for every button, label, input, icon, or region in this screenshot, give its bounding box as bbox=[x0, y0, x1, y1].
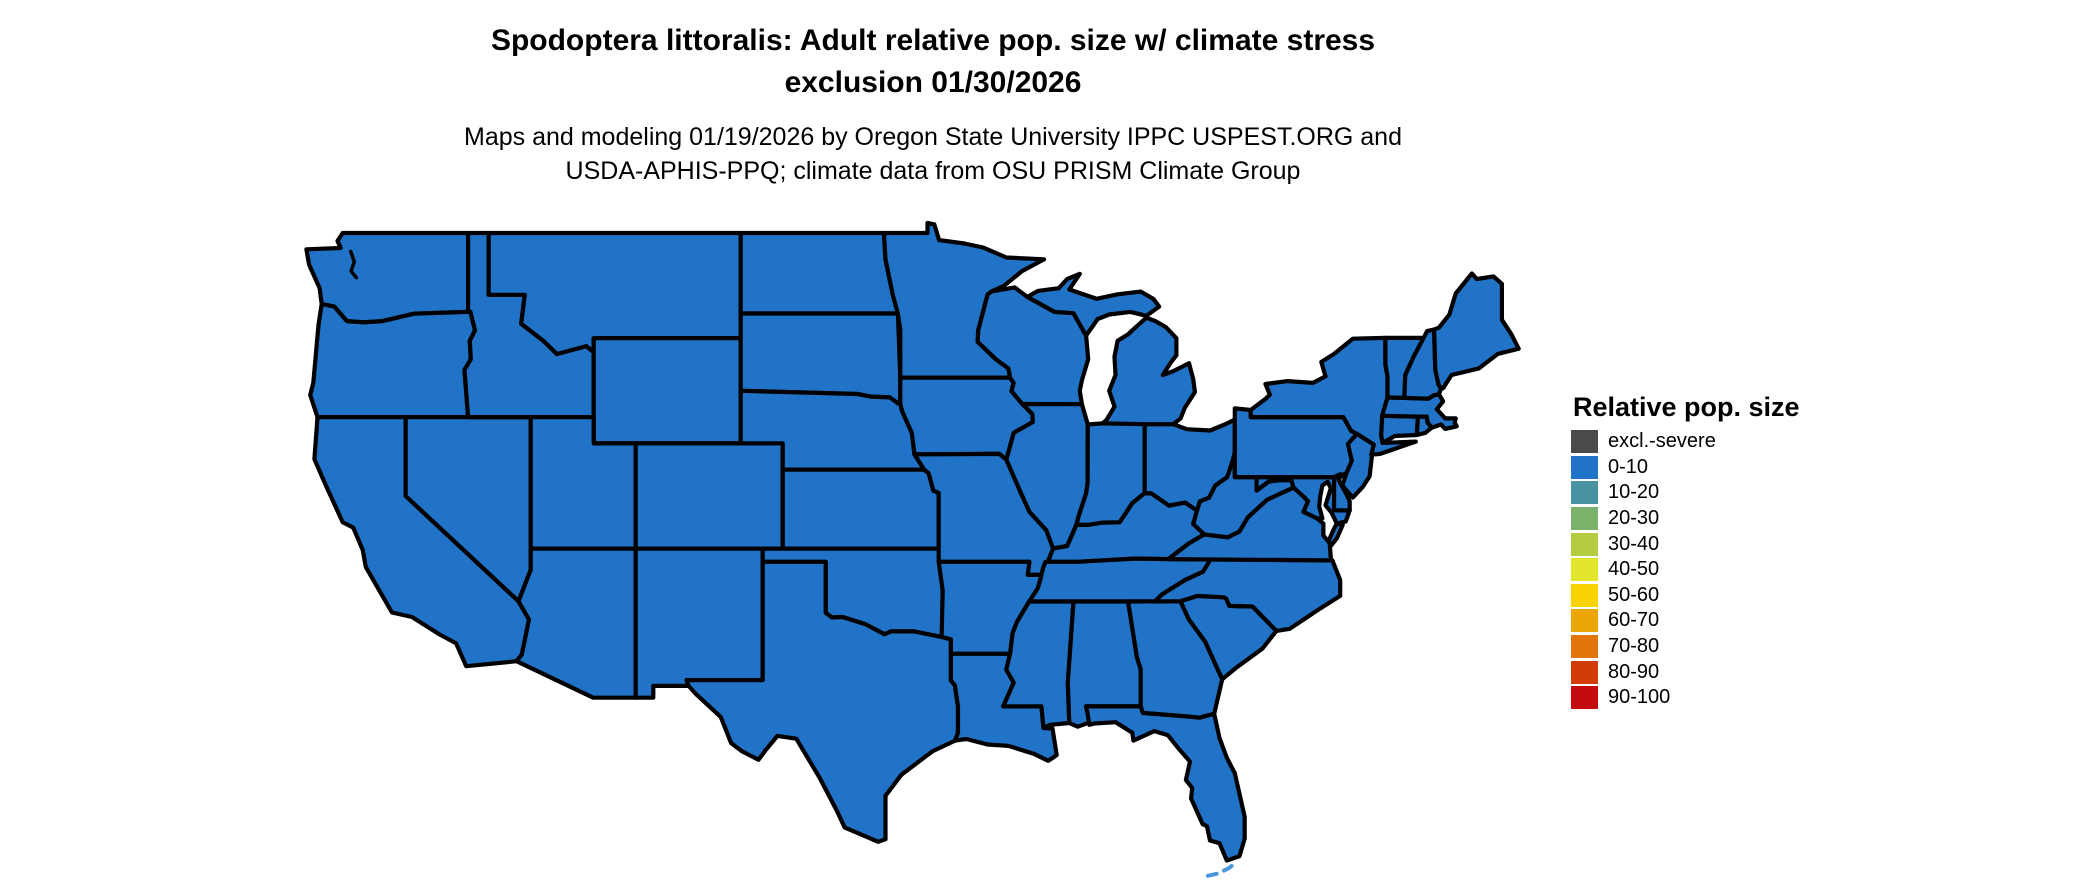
state-fl bbox=[1084, 704, 1247, 863]
page-subtitle-line2: USDA-APHIS-PPQ; climate data from OSU PR… bbox=[565, 157, 1301, 185]
legend-row: 90-100 bbox=[1571, 685, 1800, 711]
state-co bbox=[633, 441, 785, 551]
legend-label: 10-20 bbox=[1608, 481, 1660, 504]
state-me bbox=[1432, 271, 1521, 391]
page-subtitle-line1: Maps and modeling 01/19/2026 by Oregon S… bbox=[464, 123, 1402, 151]
state-md bbox=[1254, 475, 1352, 526]
legend-label: 90-100 bbox=[1608, 686, 1671, 709]
legend-swatch bbox=[1571, 558, 1598, 582]
legend-label: 40-50 bbox=[1608, 558, 1660, 581]
legend-label: 80-90 bbox=[1608, 660, 1660, 683]
legend-row: 0-10 bbox=[1571, 455, 1800, 481]
legend-label: 30-40 bbox=[1608, 532, 1660, 555]
legend-row: excl.-severe bbox=[1571, 429, 1800, 455]
legend-swatch bbox=[1571, 583, 1598, 607]
legend-row: 70-80 bbox=[1571, 634, 1800, 660]
us-map bbox=[304, 220, 1521, 878]
legend-swatch bbox=[1571, 430, 1598, 454]
legend-label: 70-80 bbox=[1608, 635, 1660, 658]
state-ks bbox=[780, 467, 941, 551]
state-or bbox=[308, 301, 478, 420]
state-ct bbox=[1379, 413, 1420, 445]
legend-label: excl.-severe bbox=[1608, 430, 1716, 453]
legend-row: 50-60 bbox=[1571, 583, 1800, 609]
legend-row: 40-50 bbox=[1571, 557, 1800, 583]
florida-keys-water-detail bbox=[1205, 859, 1240, 878]
legend-label: 0-10 bbox=[1608, 455, 1649, 478]
legend-swatch bbox=[1571, 686, 1598, 710]
legend-row: 10-20 bbox=[1571, 480, 1800, 506]
page-title-line2: exclusion 01/30/2026 bbox=[784, 66, 1082, 99]
state-az bbox=[514, 546, 638, 700]
legend: Relative pop. size excl.-severe 0-10 10-20… bbox=[1571, 393, 1800, 711]
page-title-line1: Spodoptera littoralis: Adult relative po… bbox=[490, 24, 1376, 57]
legend-swatch bbox=[1571, 481, 1598, 505]
state-nd bbox=[738, 230, 900, 316]
legend-row: 30-40 bbox=[1571, 531, 1800, 557]
state-mi bbox=[1025, 271, 1197, 427]
state-wy bbox=[591, 336, 743, 446]
legend-label: 20-30 bbox=[1608, 507, 1660, 530]
state-nm bbox=[633, 546, 765, 700]
page-title: Spodoptera littoralis: Adult relative po… bbox=[0, 20, 1866, 104]
legend-title: Relative pop. size bbox=[1573, 392, 1800, 422]
legend-row: 60-70 bbox=[1571, 608, 1800, 634]
legend-swatch bbox=[1571, 635, 1598, 659]
legend-row: 80-90 bbox=[1571, 659, 1800, 685]
legend-label: 50-60 bbox=[1608, 583, 1660, 606]
legend-swatch bbox=[1571, 455, 1598, 479]
legend-swatch bbox=[1571, 660, 1598, 684]
legend-rows: excl.-severe 0-10 10-20 20-30 30-40 40-50 50-6… bbox=[1571, 429, 1800, 711]
legend-swatch bbox=[1571, 609, 1598, 633]
legend-swatch bbox=[1571, 507, 1598, 531]
legend-row: 20-30 bbox=[1571, 506, 1800, 532]
state-tx bbox=[684, 559, 961, 844]
puget-sound-detail bbox=[348, 249, 359, 280]
legend-swatch bbox=[1571, 532, 1598, 556]
page-subtitle: Maps and modeling 01/19/2026 by Oregon S… bbox=[0, 120, 1866, 188]
legend-label: 60-70 bbox=[1608, 609, 1660, 632]
state-nc bbox=[1152, 557, 1343, 633]
